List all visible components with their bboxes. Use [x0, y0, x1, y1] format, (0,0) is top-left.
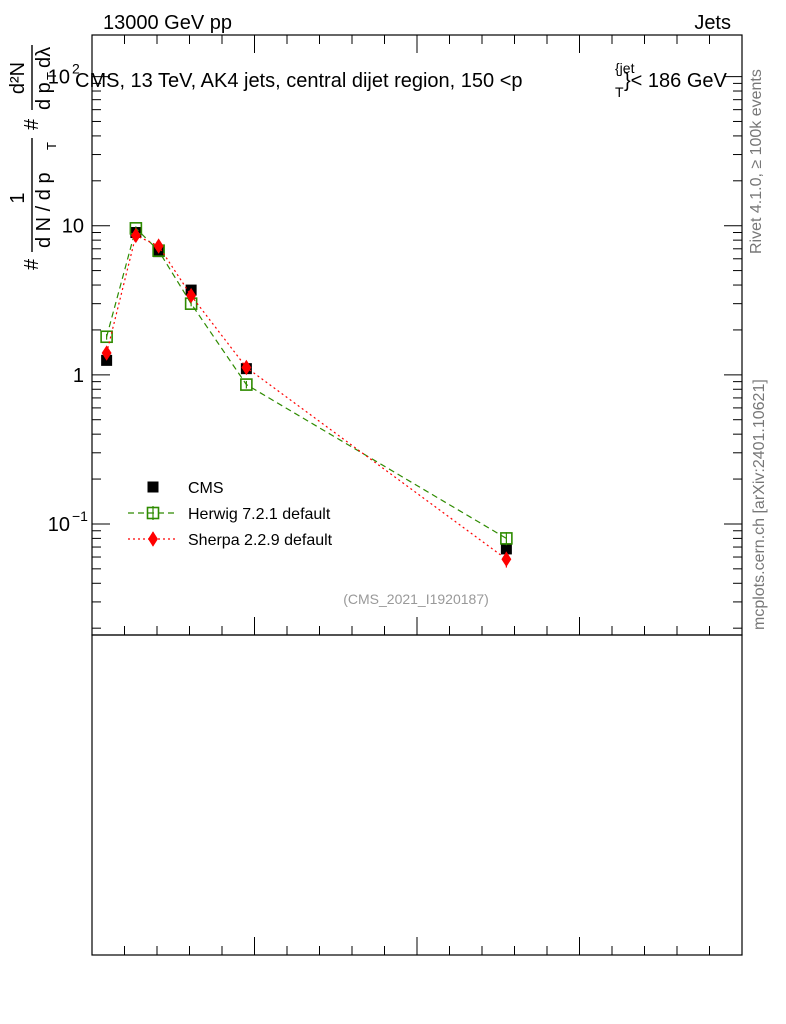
y-tick-label-exponent: −1 — [72, 508, 88, 524]
y-label-deriv-num: d²N — [7, 62, 29, 94]
marker-open-square — [240, 378, 253, 391]
marker-diamond — [148, 531, 158, 547]
marker-diamond — [130, 227, 141, 244]
marker-open-square — [100, 330, 113, 344]
y-label-hash: # — [21, 258, 43, 270]
plot-title: CMS, 13 TeV, AK4 jets, central dijet reg… — [75, 70, 523, 92]
rivet-label: Rivet 4.1.0, ≥ 100k events — [748, 69, 765, 254]
y-label-frac-den: d N / d p — [33, 172, 55, 248]
marker-diamond — [101, 345, 112, 361]
y-tick-label: 10 — [48, 514, 70, 536]
marker-diamond — [153, 238, 164, 254]
y-axis-label: # 1 d N / d p T # d²N d p T dλ — [7, 45, 59, 270]
plot-title-tail: }< 186 GeV — [624, 70, 728, 92]
series-line — [106, 234, 507, 560]
plot-title-main: CMS, 13 TeV, AK4 jets, central dijet reg… — [75, 70, 523, 92]
legend-label: Sherpa 2.2.9 default — [188, 532, 333, 549]
plot-title-sup: {jet — [615, 60, 635, 76]
legend-label: Herwig 7.2.1 default — [188, 506, 331, 523]
marker-diamond — [186, 287, 197, 304]
y-label-hash2: # — [21, 118, 43, 130]
series-line — [106, 227, 507, 539]
y-label-frac-num: 1 — [7, 192, 29, 203]
y-label-deriv-den: d p — [33, 82, 55, 110]
y-tick-label: 1 — [73, 365, 84, 387]
marker-open-square — [500, 532, 513, 545]
marker-square — [147, 481, 159, 493]
header-right: Jets — [694, 12, 731, 34]
series-1 — [100, 222, 513, 546]
y-tick-label: 10 — [48, 67, 70, 89]
y-tick-label: 10 — [62, 216, 84, 238]
marker-open-square — [146, 506, 160, 520]
plot-title-sub: T — [615, 84, 624, 100]
analysis-watermark: (CMS_2021_I1920187) — [343, 591, 489, 607]
marker-diamond — [501, 551, 512, 567]
marker-square — [500, 543, 512, 555]
ratio-plot-frame — [91, 634, 743, 956]
y-label-deriv-den-tail: dλ — [33, 47, 55, 68]
legend: CMS Herwig 7.2.1 default Sherpa 2.2.9 defa… — [128, 480, 333, 549]
axis-ticks — [91, 35, 743, 955]
legend-label: CMS — [188, 480, 224, 497]
marker-diamond — [241, 359, 252, 376]
y-tick-label-exponent: 2 — [72, 61, 80, 77]
y-label-deriv-den-sub: T — [44, 72, 59, 80]
mcplots-label: mcplots.cern.ch [arXiv:2401.10621] — [751, 379, 768, 630]
series-layer — [100, 222, 513, 568]
y-label-frac-den-sub: T — [44, 142, 59, 150]
series-2 — [101, 227, 512, 568]
header-left: 13000 GeV pp — [103, 12, 232, 34]
